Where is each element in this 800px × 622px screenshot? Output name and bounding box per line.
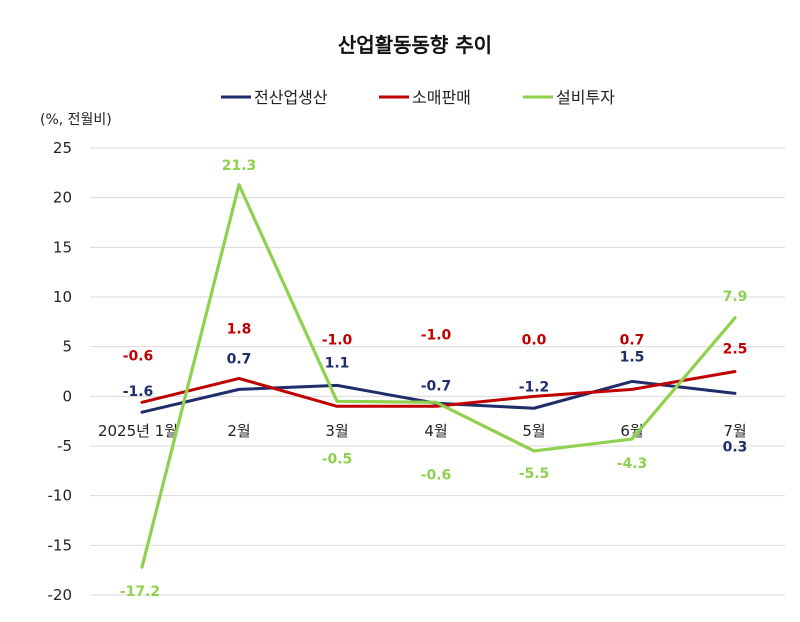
series-lines — [140, 183, 737, 569]
data-labels: -1.6 0.7 1.1 -0.7 -1.2 1.5 0.3 -0.6 1.8 -1.0 -1.0 0… — [120, 158, 748, 600]
legend-label: 소매판매 — [412, 88, 471, 107]
data-label: -17.2 — [120, 584, 160, 600]
y-tick-label: -20 — [48, 586, 73, 604]
x-tick-label: 2월 — [227, 422, 250, 440]
series-line-2 — [140, 370, 737, 408]
x-tick-label: 3월 — [325, 422, 348, 440]
x-tick-label: 6월 — [620, 422, 643, 440]
data-label: -1.6 — [123, 384, 154, 400]
x-tick-label: 4월 — [424, 422, 447, 440]
data-label: -0.6 — [123, 348, 154, 364]
data-label: -4.3 — [617, 456, 648, 472]
x-tick-label: 7월 — [723, 422, 746, 440]
y-axis-unit-label: (%, 전월비) — [40, 112, 112, 128]
y-tick-label: 10 — [53, 288, 72, 306]
gridlines — [90, 147, 785, 596]
y-tick-label: 5 — [62, 338, 72, 356]
data-label: 2.5 — [723, 342, 748, 358]
series-line-3 — [140, 183, 737, 569]
y-axis-ticks: 25 20 15 10 5 0 -5 -10 -15 -20 — [48, 139, 73, 604]
legend-label: 전산업생산 — [254, 88, 328, 107]
y-tick-label: 0 — [62, 387, 72, 405]
data-label: 21.3 — [222, 158, 257, 174]
data-label: 0.7 — [227, 351, 252, 367]
data-label: -0.6 — [421, 467, 452, 483]
data-label: 7.9 — [723, 289, 748, 305]
data-label: 1.8 — [227, 321, 252, 337]
data-label: 1.1 — [325, 355, 350, 371]
x-tick-label: 2025년 1월 — [98, 422, 178, 440]
legend-label: 설비투자 — [556, 88, 615, 107]
data-label: -1.0 — [322, 332, 353, 348]
legend: 전산업생산 소매판매 설비투자 — [221, 88, 615, 107]
data-label: -1.0 — [421, 327, 452, 343]
data-label: 0.7 — [620, 332, 645, 348]
y-tick-label: 15 — [53, 238, 72, 256]
data-label: -0.7 — [421, 378, 452, 394]
data-label: 1.5 — [620, 349, 645, 365]
data-label: -0.5 — [322, 451, 353, 467]
data-label: -5.5 — [519, 466, 550, 482]
x-tick-label: 5월 — [522, 422, 545, 440]
x-axis-ticks: 2025년 1월 2월 3월 4월 5월 6월 7월 — [98, 422, 747, 440]
data-label: 0.0 — [522, 332, 547, 348]
y-tick-label: 20 — [53, 189, 72, 207]
chart-title: 산업활동동향 추이 — [338, 33, 492, 57]
data-label: -1.2 — [519, 379, 550, 395]
data-label: 0.3 — [723, 439, 748, 455]
y-tick-label: -15 — [48, 536, 73, 554]
y-tick-label: 25 — [53, 139, 72, 157]
y-tick-label: -10 — [48, 487, 73, 505]
y-tick-label: -5 — [57, 437, 72, 455]
